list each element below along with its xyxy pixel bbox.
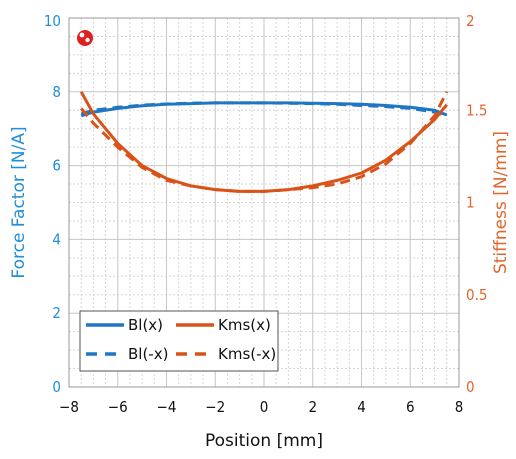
x-tick-label: 6 [406,398,415,416]
y-right-tick-label: 0.5 [466,286,487,304]
x-tick-label: 2 [308,398,317,416]
legend-label: Kms(-x) [218,345,276,363]
y-left-tick-label: 0 [52,378,61,396]
legend: Bl(x) Kms(x) Bl(-x) Kms(-x) [79,310,279,372]
x-tick-label: −4 [157,398,177,416]
x-tick-label: 4 [357,398,366,416]
y-left-tick-label: 8 [52,83,61,101]
series-line-kms-x [80,91,449,193]
y-right-tick-label: 0 [466,378,475,396]
y-left-tick-label: 2 [52,304,61,322]
y-left-axis-ticks: 0 2 4 6 8 10 [44,12,61,396]
legend-label: Bl(x) [128,316,163,334]
grid [69,18,459,387]
y-right-axis-title: Stiffness [N/mm] [491,131,511,274]
y-left-tick-label: 6 [52,157,61,175]
x-axis-ticks: −8 −6 −4 −2 0 2 4 6 8 [59,398,463,416]
y-right-tick-label: 1.5 [466,101,487,119]
y-right-tick-label: 1 [466,194,475,212]
legend-box [79,310,279,372]
x-tick-label: −2 [205,398,225,416]
y-left-tick-label: 10 [44,12,61,30]
y-right-axis-ticks: 0 0.5 1 1.5 2 [466,12,487,396]
x-axis-title: Position [mm] [205,431,323,451]
legend-label: Bl(-x) [128,345,168,363]
y-right-tick-label: 2 [466,12,475,30]
x-tick-label: −6 [108,398,128,416]
plot-area [79,91,449,193]
y-left-tick-label: 4 [52,230,61,248]
brand-logo-icon [77,30,93,46]
x-tick-label: 0 [260,398,269,416]
x-tick-label: 8 [455,398,464,416]
x-tick-label: −8 [59,398,79,416]
y-left-axis-title: Force Factor [N/A] [9,126,29,278]
series-line-bl-x [80,101,448,118]
legend-label: Kms(x) [218,316,271,334]
plot-frame [68,17,460,388]
